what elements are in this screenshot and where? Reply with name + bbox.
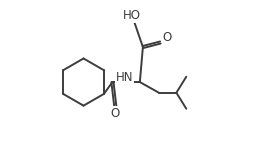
Text: HN: HN — [116, 71, 133, 84]
Text: HO: HO — [123, 9, 141, 22]
Text: O: O — [163, 31, 172, 44]
Text: O: O — [111, 107, 120, 120]
